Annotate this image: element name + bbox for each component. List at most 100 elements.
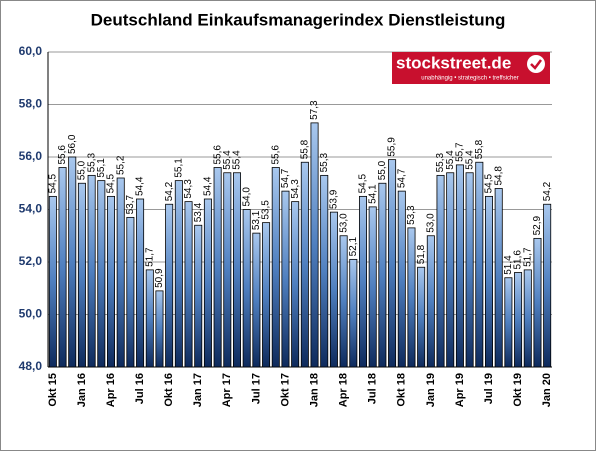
value-label: 54,5 xyxy=(106,173,117,193)
logo: stockstreet.de unabhängig • strategisch … xyxy=(392,52,550,84)
x-tick-label: Jul 18 xyxy=(367,373,379,404)
bar xyxy=(329,211,338,368)
bar xyxy=(77,182,86,368)
logo-box xyxy=(392,52,550,84)
value-label: 51,8 xyxy=(416,244,427,264)
bar xyxy=(203,198,212,368)
value-label: 54,2 xyxy=(542,181,553,201)
value-label: 53,5 xyxy=(261,200,272,220)
value-label: 54,4 xyxy=(203,176,214,196)
bar xyxy=(107,195,116,368)
bar xyxy=(397,190,406,368)
value-label: 55,3 xyxy=(319,152,330,172)
value-label: 54,7 xyxy=(280,168,291,188)
x-tick-label: Jan 16 xyxy=(76,373,88,407)
value-label: 53,0 xyxy=(338,213,349,233)
value-label: 55,2 xyxy=(115,155,126,175)
value-label: 53,3 xyxy=(406,205,417,225)
bar xyxy=(252,232,261,368)
x-tick-label: Apr 17 xyxy=(221,373,233,407)
value-label: 53,4 xyxy=(193,202,204,222)
bar xyxy=(281,190,290,368)
bar xyxy=(116,177,125,368)
value-label: 54,4 xyxy=(135,176,146,196)
bar xyxy=(426,235,435,368)
x-tick-label: Jul 17 xyxy=(250,373,262,404)
y-tick-label: 58,0 xyxy=(19,97,43,111)
bar xyxy=(310,122,319,368)
logo-tagline: unabhängig • strategisch • treffsicher xyxy=(421,76,518,82)
bar xyxy=(126,216,135,368)
value-label: 53,9 xyxy=(329,189,340,209)
bar xyxy=(543,203,552,368)
value-label: 53,1 xyxy=(251,210,262,230)
value-label: 55,7 xyxy=(455,142,466,162)
bar xyxy=(475,161,484,368)
bar xyxy=(533,237,542,368)
bar xyxy=(174,180,183,368)
value-label: 52,1 xyxy=(348,236,359,256)
bar xyxy=(484,195,493,368)
x-tick-label: Jan 17 xyxy=(192,373,204,407)
value-label: 54,2 xyxy=(164,181,175,201)
value-label: 55,0 xyxy=(77,160,88,180)
bar xyxy=(514,272,523,368)
value-label: 55,1 xyxy=(96,158,107,178)
value-label: 50,9 xyxy=(154,268,165,288)
y-tick-label: 56,0 xyxy=(19,149,43,163)
bar xyxy=(97,180,106,368)
y-tick-label: 48,0 xyxy=(19,359,43,373)
value-label: 54,3 xyxy=(183,179,194,199)
value-label: 54,7 xyxy=(396,168,407,188)
bar xyxy=(262,222,271,368)
value-label: 55,8 xyxy=(474,139,485,159)
value-label: 55,4 xyxy=(232,150,243,170)
x-tick-label: Jul 19 xyxy=(483,373,495,404)
value-label: 55,4 xyxy=(464,150,475,170)
bar xyxy=(349,258,358,368)
x-tick-label: Jul 16 xyxy=(134,373,146,404)
value-label: 54,8 xyxy=(493,166,504,186)
value-label: 54,1 xyxy=(367,184,378,204)
value-label: 51,4 xyxy=(503,255,514,275)
bar xyxy=(465,172,474,368)
bar xyxy=(494,188,503,368)
bar xyxy=(223,172,232,368)
bar xyxy=(446,172,455,368)
value-label: 54,5 xyxy=(47,173,58,193)
y-tick-label: 60,0 xyxy=(19,44,43,58)
x-tick-label: Apr 19 xyxy=(454,373,466,407)
x-tick-label: Apr 18 xyxy=(338,373,350,407)
bar xyxy=(48,195,57,368)
y-tick-label: 54,0 xyxy=(19,202,43,216)
value-label: 52,9 xyxy=(532,215,543,235)
value-label: 51,7 xyxy=(522,247,533,267)
chart-title: Deutschland Einkaufsmanagerindex Dienstl… xyxy=(91,10,506,29)
bar xyxy=(58,167,67,368)
bar xyxy=(194,224,203,368)
value-label: 51,7 xyxy=(144,247,155,267)
bar xyxy=(455,164,464,368)
bar xyxy=(136,198,145,368)
bar xyxy=(232,172,241,368)
bar xyxy=(417,266,426,368)
value-label: 53,0 xyxy=(425,213,436,233)
bar xyxy=(358,195,367,368)
bar xyxy=(242,209,251,368)
x-tick-label: Jan 20 xyxy=(541,373,553,407)
bar xyxy=(87,174,96,368)
x-tick-label: Okt 17 xyxy=(279,373,291,407)
bar xyxy=(213,167,222,368)
y-tick-label: 50,0 xyxy=(19,307,43,321)
value-label: 54,5 xyxy=(358,173,369,193)
value-label: 55,4 xyxy=(222,150,233,170)
value-label: 55,6 xyxy=(212,145,223,165)
x-tick-label: Okt 18 xyxy=(396,373,408,407)
bar xyxy=(155,290,164,368)
bar xyxy=(320,174,329,368)
value-label: 55,8 xyxy=(299,139,310,159)
value-label: 55,6 xyxy=(270,145,281,165)
x-tick-label: Jan 18 xyxy=(308,373,320,407)
x-tick-label: Apr 16 xyxy=(105,373,117,407)
